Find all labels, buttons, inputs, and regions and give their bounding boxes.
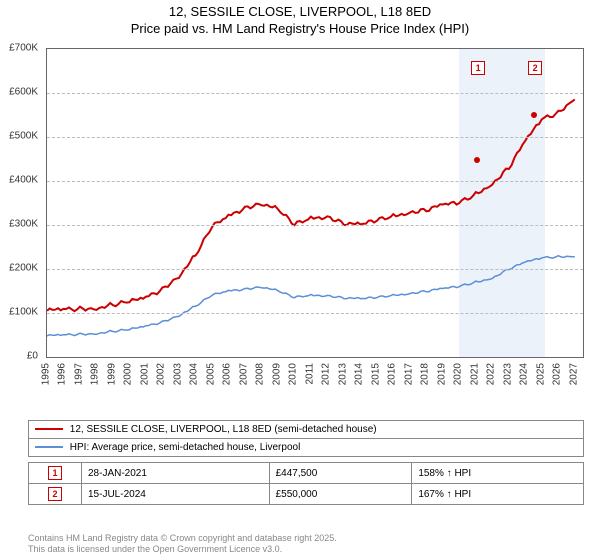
x-tick-label: 2019 <box>436 363 447 385</box>
x-tick-label: 2027 <box>568 363 579 385</box>
legend-label-2: HPI: Average price, semi-detached house,… <box>70 442 301 453</box>
x-tick-label: 2001 <box>139 363 150 385</box>
x-tick-label: 2003 <box>172 363 183 385</box>
marker-badge-2: 2 <box>48 487 62 501</box>
marker-table: 1 28-JAN-2021 £447,500 158% ↑ HPI 2 15-J… <box>28 462 584 505</box>
swatch-series-1 <box>35 428 63 430</box>
x-tick-label: 2002 <box>156 363 167 385</box>
marker-date-1: 28-JAN-2021 <box>82 463 270 484</box>
marker-dot <box>531 112 537 118</box>
x-tick-label: 2014 <box>354 363 365 385</box>
x-tick-label: 2026 <box>552 363 563 385</box>
x-tick-label: 2021 <box>469 363 480 385</box>
chart-title: 12, SESSILE CLOSE, LIVERPOOL, L18 8ED Pr… <box>0 0 600 38</box>
marker-label-box: 2 <box>528 61 542 75</box>
x-tick-label: 2005 <box>205 363 216 385</box>
x-tick-label: 2023 <box>502 363 513 385</box>
y-tick-label: £0 <box>27 351 38 362</box>
x-tick-label: 2006 <box>222 363 233 385</box>
marker-dot <box>474 157 480 163</box>
legend-tables: 12, SESSILE CLOSE, LIVERPOOL, L18 8ED (s… <box>28 420 584 505</box>
y-tick-label: £500K <box>9 131 38 142</box>
y-tick-label: £200K <box>9 263 38 274</box>
marker-pct-1: 158% ↑ HPI <box>412 463 584 484</box>
legend-row-series-1: 12, SESSILE CLOSE, LIVERPOOL, L18 8ED (s… <box>29 421 584 439</box>
x-tick-label: 2016 <box>387 363 398 385</box>
y-gridline <box>47 225 583 226</box>
y-gridline <box>47 137 583 138</box>
x-tick-label: 2022 <box>486 363 497 385</box>
y-tick-label: £700K <box>9 43 38 54</box>
marker-row-2: 2 15-JUL-2024 £550,000 167% ↑ HPI <box>29 484 584 505</box>
x-tick-label: 1995 <box>41 363 52 385</box>
y-gridline <box>47 313 583 314</box>
attribution: Contains HM Land Registry data © Crown c… <box>28 533 337 556</box>
legend-row-series-2: HPI: Average price, semi-detached house,… <box>29 439 584 457</box>
marker-pct-2: 167% ↑ HPI <box>412 484 584 505</box>
x-tick-label: 2009 <box>271 363 282 385</box>
x-tick-label: 2025 <box>535 363 546 385</box>
title-line-2: Price paid vs. HM Land Registry's House … <box>0 21 600 38</box>
swatch-series-2 <box>35 446 63 448</box>
y-tick-label: £400K <box>9 175 38 186</box>
y-tick-label: £600K <box>9 87 38 98</box>
marker-price-1: £447,500 <box>269 463 412 484</box>
x-tick-label: 2011 <box>304 363 315 385</box>
y-gridline <box>47 181 583 182</box>
y-tick-label: £100K <box>9 307 38 318</box>
attribution-line-2: This data is licensed under the Open Gov… <box>28 544 337 556</box>
y-gridline <box>47 93 583 94</box>
plot-area: 12 <box>46 48 584 358</box>
x-tick-label: 2007 <box>238 363 249 385</box>
x-tick-label: 2018 <box>420 363 431 385</box>
marker-date-2: 15-JUL-2024 <box>82 484 270 505</box>
series-legend-table: 12, SESSILE CLOSE, LIVERPOOL, L18 8ED (s… <box>28 420 584 457</box>
title-line-1: 12, SESSILE CLOSE, LIVERPOOL, L18 8ED <box>0 4 600 21</box>
x-tick-label: 2010 <box>288 363 299 385</box>
x-tick-label: 1997 <box>73 363 84 385</box>
x-tick-label: 2024 <box>519 363 530 385</box>
marker-row-1: 1 28-JAN-2021 £447,500 158% ↑ HPI <box>29 463 584 484</box>
x-tick-label: 2017 <box>403 363 414 385</box>
x-tick-label: 2015 <box>370 363 381 385</box>
marker-badge-1: 1 <box>48 466 62 480</box>
x-tick-label: 1996 <box>57 363 68 385</box>
y-gridline <box>47 269 583 270</box>
chart-lines-svg <box>47 49 583 357</box>
x-tick-label: 2000 <box>123 363 134 385</box>
x-tick-label: 1998 <box>90 363 101 385</box>
x-tick-label: 1999 <box>106 363 117 385</box>
y-tick-label: £300K <box>9 219 38 230</box>
x-tick-label: 2020 <box>453 363 464 385</box>
series-line <box>47 99 575 311</box>
attribution-line-1: Contains HM Land Registry data © Crown c… <box>28 533 337 545</box>
legend-label-1: 12, SESSILE CLOSE, LIVERPOOL, L18 8ED (s… <box>70 424 377 435</box>
x-tick-label: 2013 <box>337 363 348 385</box>
x-tick-label: 2012 <box>321 363 332 385</box>
marker-label-box: 1 <box>471 61 485 75</box>
marker-price-2: £550,000 <box>269 484 412 505</box>
x-tick-label: 2004 <box>189 363 200 385</box>
x-tick-label: 2008 <box>255 363 266 385</box>
chart-container: 12 £0£100K£200K£300K£400K£500K£600K£700K… <box>28 48 584 378</box>
series-line <box>47 256 575 336</box>
